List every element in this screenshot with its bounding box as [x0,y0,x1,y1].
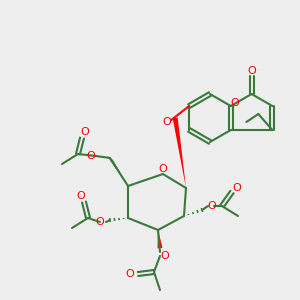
Text: O: O [247,66,256,76]
Text: O: O [87,151,95,161]
Text: O: O [230,98,239,108]
Text: O: O [159,164,167,174]
Text: O: O [208,201,216,211]
Text: O: O [160,251,169,261]
Polygon shape [107,156,128,186]
Text: O: O [126,269,134,279]
Text: O: O [163,117,172,127]
Polygon shape [158,230,163,248]
Text: O: O [76,191,85,201]
Polygon shape [173,118,186,188]
Text: O: O [81,127,89,137]
Text: O: O [96,217,104,227]
Text: O: O [232,183,242,193]
